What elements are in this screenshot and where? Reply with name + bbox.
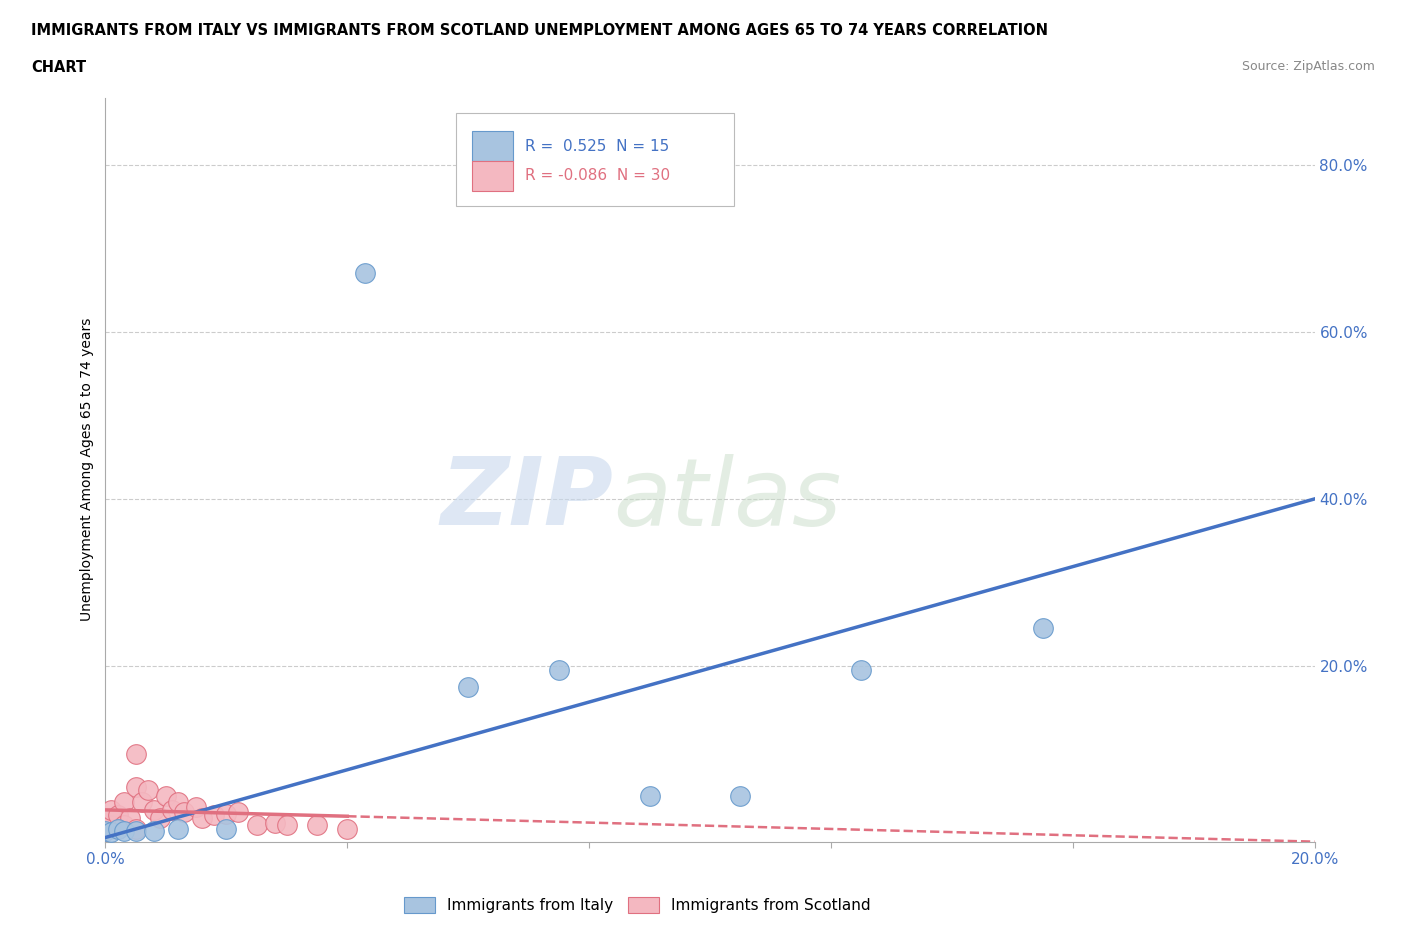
Point <box>336 822 359 837</box>
Point <box>100 824 122 839</box>
Point <box>142 803 165 817</box>
Point <box>246 817 269 832</box>
Point <box>173 805 195 820</box>
FancyBboxPatch shape <box>472 131 513 161</box>
Point <box>142 823 165 838</box>
Point <box>125 823 148 838</box>
Point <box>118 811 141 826</box>
Text: IMMIGRANTS FROM ITALY VS IMMIGRANTS FROM SCOTLAND UNEMPLOYMENT AMONG AGES 65 TO : IMMIGRANTS FROM ITALY VS IMMIGRANTS FROM… <box>31 23 1047 38</box>
Text: R =  0.525  N = 15: R = 0.525 N = 15 <box>524 139 669 153</box>
Point <box>215 806 238 821</box>
Point <box>548 663 571 678</box>
Point <box>94 823 117 838</box>
Point <box>730 789 752 804</box>
Point <box>112 817 135 832</box>
Text: CHART: CHART <box>31 60 86 75</box>
Legend: Immigrants from Italy, Immigrants from Scotland: Immigrants from Italy, Immigrants from S… <box>398 891 877 920</box>
Text: Source: ZipAtlas.com: Source: ZipAtlas.com <box>1241 60 1375 73</box>
Point <box>160 803 183 817</box>
Point <box>131 794 153 809</box>
Point <box>307 817 329 832</box>
Point <box>107 822 129 837</box>
Point <box>457 680 479 695</box>
Text: R = -0.086  N = 30: R = -0.086 N = 30 <box>524 168 671 183</box>
FancyBboxPatch shape <box>456 113 734 206</box>
Point <box>100 811 122 826</box>
Point <box>849 663 872 678</box>
Point <box>202 807 225 822</box>
Point <box>136 782 159 797</box>
Point <box>167 822 190 837</box>
Point <box>112 794 135 809</box>
Point <box>149 811 172 826</box>
Point <box>228 805 250 820</box>
Point <box>215 822 238 837</box>
Point <box>125 822 148 837</box>
Point <box>107 822 129 837</box>
Point <box>107 807 129 822</box>
Point <box>167 794 190 809</box>
Point <box>94 820 117 835</box>
Y-axis label: Unemployment Among Ages 65 to 74 years: Unemployment Among Ages 65 to 74 years <box>80 318 94 621</box>
Point <box>263 816 285 830</box>
FancyBboxPatch shape <box>472 161 513 191</box>
Point <box>191 811 214 826</box>
Point <box>94 823 117 838</box>
Point <box>112 823 135 838</box>
Point <box>186 799 208 814</box>
Point <box>125 780 148 795</box>
Point <box>1032 621 1054 636</box>
Point <box>155 789 177 804</box>
Point <box>125 747 148 762</box>
Point <box>100 817 122 832</box>
Point <box>354 266 377 281</box>
Point <box>100 803 122 817</box>
Point <box>638 789 661 804</box>
Text: ZIP: ZIP <box>440 454 613 545</box>
Text: atlas: atlas <box>613 454 842 545</box>
Point <box>276 817 298 832</box>
